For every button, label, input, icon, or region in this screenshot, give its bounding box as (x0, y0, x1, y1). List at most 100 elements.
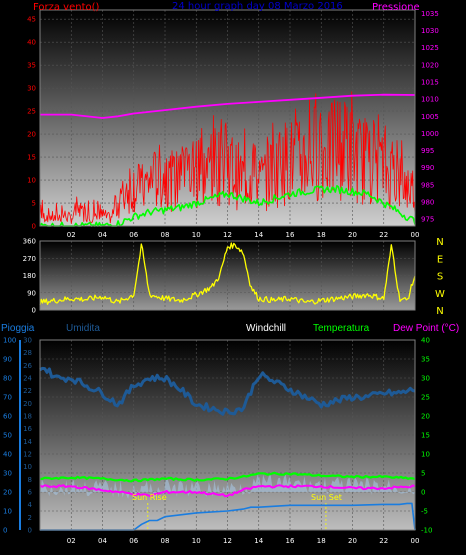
compass-label: N (436, 237, 443, 248)
dewpoint-line (39, 484, 416, 498)
temperature-tick-label: 0 (421, 489, 425, 497)
pressure-tick-label: 990 (421, 164, 434, 172)
pressure-tick-label: 1015 (421, 79, 439, 87)
legend-windchill: Windchill (246, 323, 286, 334)
direction-tick-label: 90 (27, 289, 36, 297)
x-tick-label: 12 (223, 231, 232, 239)
rain-tick-label: 40 (3, 451, 12, 459)
x-tick-label: 02 (67, 537, 76, 545)
x-tick-label: 12 (223, 537, 232, 545)
pressure-tick-label: 1020 (421, 61, 439, 69)
pressure-tick-label: 985 (421, 181, 434, 189)
average-wind-line (39, 185, 416, 227)
wind-tick-label: 35 (27, 62, 36, 70)
rain-tick-label: 60 (3, 413, 12, 421)
x-tick-label: 18 (317, 231, 326, 239)
wind-tick-label: 5 (32, 200, 36, 208)
pressure-tick-label: 1000 (421, 130, 439, 138)
x-tick-label: 14 (254, 231, 263, 239)
compass-label: S (437, 272, 443, 283)
temperature-frame (39, 339, 416, 531)
rain-tick-label: 0 (3, 527, 7, 535)
wind-tick-label: 0 (32, 223, 36, 231)
temperature-tick-label: 10 (421, 451, 430, 459)
humidity-tick-label: 10 (23, 463, 32, 471)
wind-tick-label: 15 (27, 154, 36, 162)
temperature-tick-label: 35 (421, 356, 430, 364)
humidity-tick-label: 8 (28, 476, 32, 484)
pressure-line (40, 93, 416, 119)
sunset-label: Sun Set (311, 493, 342, 502)
humidity-tick-label: 4 (28, 501, 33, 509)
pressure-tick-label: 980 (421, 199, 434, 207)
temperature-tick-label: 25 (421, 394, 430, 402)
humidity-tick-label: 14 (23, 438, 32, 446)
x-tick-label: 22 (379, 231, 388, 239)
rain-tick-label: 80 (3, 375, 12, 383)
x-tick-label: 22 (379, 537, 388, 545)
rain-tick-label: 100 (3, 337, 16, 345)
x-tick-label: 10 (192, 231, 201, 239)
humidity-line (39, 366, 416, 416)
x-tick-label: 10 (192, 537, 201, 545)
humidity-tick-label: 20 (23, 400, 32, 408)
wind-tick-label: 30 (27, 85, 36, 93)
x-tick-label: 00 (411, 537, 420, 545)
humidity-tick-label: 26 (23, 362, 32, 370)
temperature-tick-label: -5 (421, 508, 428, 516)
x-tick-label: 20 (348, 537, 357, 545)
temperature-tick-label: 30 (421, 375, 430, 383)
x-tick-label: 04 (98, 537, 107, 545)
chart-title: 24 hour graph day 08 Marzo 2016 (172, 1, 343, 12)
x-tick-label: 00 (411, 231, 420, 239)
humidity-tick-label: 6 (28, 489, 33, 497)
tick-labels: 0510152025303540459759809859909951000100… (3, 10, 445, 545)
pressure-tick-label: 1025 (421, 44, 439, 52)
rain-tick-label: 30 (3, 470, 12, 478)
x-tick-label: 08 (161, 231, 170, 239)
humidity-tick-label: 24 (23, 375, 32, 383)
x-tick-label: 06 (129, 231, 138, 239)
pressure-tick-label: 975 (421, 216, 434, 224)
x-tick-label: 14 (254, 537, 263, 545)
x-tick-label: 08 (161, 537, 170, 545)
windchill-area (40, 474, 415, 499)
humidity-tick-label: 22 (23, 387, 32, 395)
humidity-tick-label: 28 (23, 349, 32, 357)
humidity-tick-label: 0 (28, 527, 32, 535)
rain-tick-label: 70 (3, 394, 12, 402)
temperature-tick-label: 5 (421, 470, 425, 478)
humidity-tick-label: 16 (23, 425, 32, 433)
pressure-tick-label: 1010 (421, 96, 439, 104)
pressure-tick-label: 1035 (421, 10, 439, 18)
x-tick-label: 04 (98, 231, 107, 239)
direction-tick-label: 0 (32, 307, 36, 315)
pressure-tick-label: 1005 (421, 113, 439, 121)
rain-tick-label: 90 (3, 356, 12, 364)
wind-speed-line (39, 91, 416, 224)
temperature-line (40, 471, 416, 483)
direction-tick-label: 270 (23, 255, 36, 263)
compass-label: E (437, 254, 443, 265)
humidity-tick-label: 18 (23, 413, 32, 421)
pressure-tick-label: 995 (421, 147, 434, 155)
humidity-tick-label: 30 (23, 337, 32, 345)
wind-pressure-frame (39, 9, 416, 227)
humidity-tick-label: 12 (23, 451, 32, 459)
temperature-tick-label: 20 (421, 413, 430, 421)
temperature-tick-label: 15 (421, 432, 430, 440)
rain-tick-label: 20 (3, 489, 12, 497)
wind-direction-frame (39, 240, 416, 311)
x-tick-label: 16 (286, 231, 295, 239)
legend-rain: Pioggia (1, 323, 35, 334)
temperature-tick-label: -10 (421, 527, 432, 535)
x-tick-label: 06 (129, 537, 138, 545)
wind-axis-title: Forza vento() (33, 2, 100, 13)
sunrise-label: Sun Rise (132, 493, 167, 502)
wind-tick-label: 20 (27, 131, 36, 139)
legend-dewpoint: Dew Point (°C) (393, 323, 459, 334)
legend-temperature: Temperatura (313, 323, 370, 334)
rain-tick-label: 10 (3, 508, 12, 516)
compass-label: W (435, 289, 445, 300)
